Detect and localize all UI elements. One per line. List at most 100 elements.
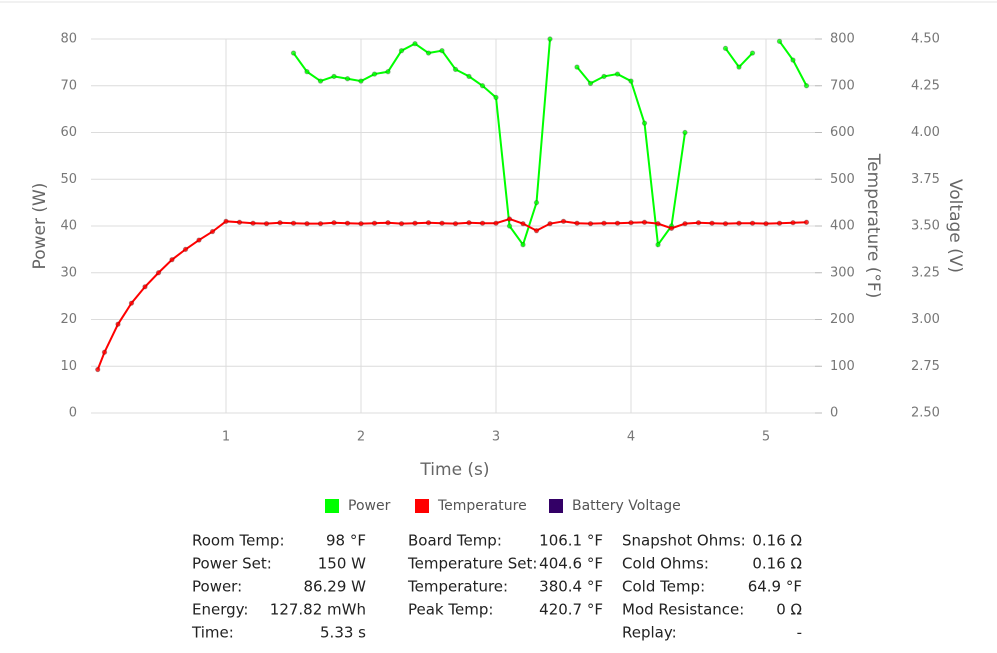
y3-tick-label: 4.25: [911, 78, 940, 93]
y3-tick-label: 4.50: [911, 32, 940, 47]
data-point: [412, 220, 418, 226]
legend-swatch: [415, 499, 429, 513]
data-point: [182, 246, 189, 253]
stat-label: Temperature Set:: [407, 555, 537, 573]
series-line: [724, 47, 754, 69]
data-point: [587, 220, 594, 227]
data-point: [547, 220, 553, 227]
stat-label: Mod Resistance:: [622, 601, 744, 619]
data-point: [682, 129, 688, 136]
data-point: [790, 57, 796, 63]
data-point: [425, 50, 432, 56]
data-point: [641, 120, 648, 126]
stat-label: Cold Temp:: [622, 578, 705, 596]
data-point: [290, 220, 297, 226]
data-point: [466, 73, 472, 80]
data-point: [115, 321, 121, 327]
data-point: [155, 270, 162, 276]
data-point: [277, 220, 283, 226]
data-point: [439, 47, 445, 54]
data-point: [290, 50, 297, 56]
y-tick-label: 60: [60, 125, 77, 140]
data-point: [614, 220, 621, 226]
legend-swatch: [549, 499, 563, 513]
data-point: [236, 219, 243, 225]
data-point: [695, 220, 702, 226]
data-point: [722, 220, 729, 227]
data-point: [101, 349, 108, 355]
data-point: [385, 220, 391, 226]
data-point: [533, 227, 540, 234]
y3-tick-label: 2.75: [911, 359, 940, 374]
data-point: [520, 242, 526, 248]
stat-label: Snapshot Ohms:: [622, 532, 746, 550]
legend-label: Battery Voltage: [572, 498, 681, 514]
y3-tick-label: 2.50: [911, 406, 940, 421]
stat-label: Power:: [192, 578, 242, 596]
y3-tick-label: 4.00: [911, 125, 940, 140]
y-tick-label: 10: [60, 359, 77, 374]
data-point: [331, 73, 337, 80]
series-line: [292, 38, 551, 247]
data-point: [344, 76, 351, 82]
y3-tick-label: 3.75: [911, 172, 940, 187]
data-point: [506, 216, 513, 222]
y2-tick-label: 600: [830, 125, 855, 140]
data-point: [452, 220, 459, 227]
y-tick-label: 50: [60, 172, 77, 187]
y2-tick-label: 800: [830, 32, 855, 47]
stat-label: Room Temp:: [192, 532, 285, 550]
x-tick-label: 2: [357, 430, 365, 445]
legend-label: Power: [348, 498, 391, 514]
data-point: [736, 64, 742, 70]
data-point: [304, 220, 310, 227]
y2-tick-label: 400: [830, 219, 855, 234]
data-point: [358, 78, 364, 84]
stat-value: 98 °F: [326, 532, 366, 550]
stat-value: 0 Ω: [776, 601, 802, 619]
x-tick-label: 4: [627, 430, 635, 445]
data-point: [776, 38, 783, 45]
y2-tick-label: 700: [830, 78, 855, 93]
stat-label: Peak Temp:: [408, 601, 493, 619]
x-tick-label: 3: [492, 430, 500, 445]
data-point: [520, 220, 526, 227]
series-line: [778, 40, 808, 87]
data-point: [371, 71, 378, 77]
data-point: [128, 300, 135, 306]
stat-label: Energy:: [192, 601, 248, 619]
stat-value: 0.16 Ω: [752, 555, 802, 573]
stat-value: -: [797, 624, 802, 642]
data-point: [196, 237, 202, 243]
y-tick-label: 70: [60, 78, 77, 93]
data-point: [95, 366, 101, 373]
data-point: [560, 218, 567, 225]
stat-label: Replay:: [622, 624, 677, 642]
stat-value: 5.33 s: [320, 624, 366, 642]
data-point: [331, 220, 337, 226]
y2-tick-label: 0: [830, 406, 838, 421]
data-point: [479, 83, 486, 89]
data-point: [628, 220, 634, 226]
data-point: [493, 94, 499, 101]
data-point: [574, 64, 580, 70]
data-point: [304, 69, 310, 75]
y2-tick-label: 200: [830, 312, 855, 327]
data-point: [574, 220, 580, 226]
data-point: [655, 220, 661, 227]
data-point: [682, 220, 688, 227]
data-point: [385, 69, 391, 75]
data-point: [223, 218, 229, 225]
y2-tick-label: 300: [830, 265, 855, 280]
y2-axis-title: Temperature (°F): [863, 153, 883, 299]
stat-value: 127.82 mWh: [270, 601, 366, 619]
stat-value: 86.29 W: [303, 578, 366, 596]
data-point: [317, 78, 324, 84]
y-tick-label: 40: [60, 219, 77, 234]
y3-axis-title: Voltage (V): [945, 179, 965, 273]
data-point: [344, 220, 351, 226]
legend-swatch: [325, 499, 339, 513]
data-point: [547, 36, 553, 42]
data-point: [371, 220, 378, 226]
y3-tick-label: 3.50: [911, 219, 940, 234]
